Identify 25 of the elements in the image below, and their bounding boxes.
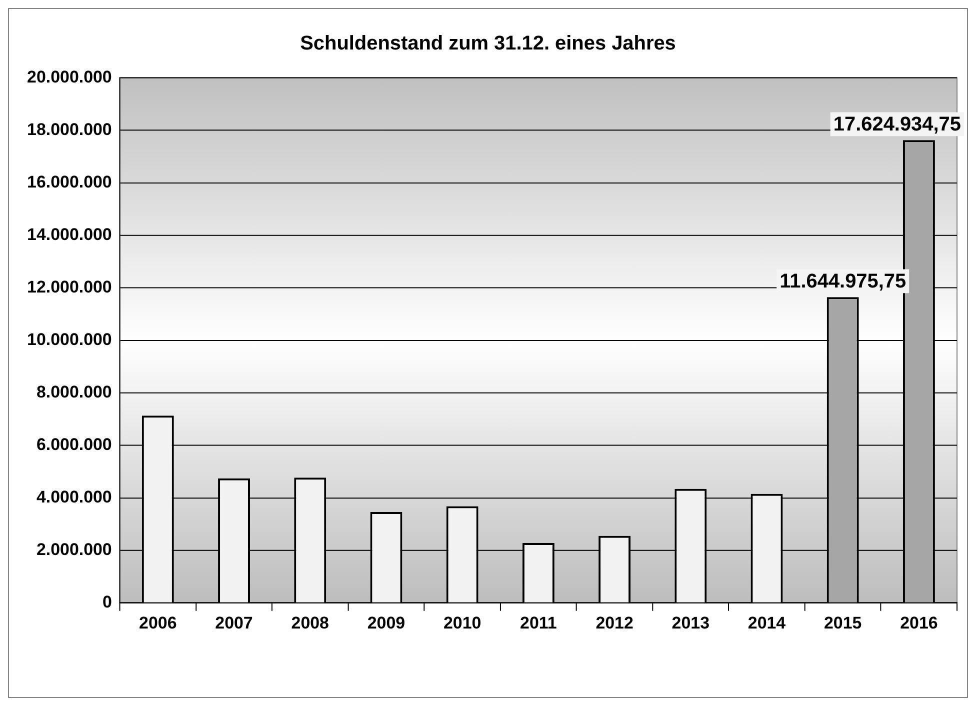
y-tick-label: 2.000.000 — [36, 540, 112, 560]
y-tick-label: 4.000.000 — [36, 488, 112, 507]
y-tick-label: 20.000.000 — [27, 67, 112, 86]
x-tick-label: 2008 — [291, 614, 329, 633]
y-tick-label: 14.000.000 — [27, 225, 112, 244]
x-tick-label: 2010 — [443, 614, 482, 633]
x-tick-label: 2016 — [900, 614, 938, 633]
y-tick-label: 0 — [102, 592, 112, 612]
data-label: 11.644.975,75 — [780, 270, 906, 293]
x-tick-label: 2011 — [520, 614, 557, 633]
y-tick-label: 8.000.000 — [36, 382, 112, 402]
y-tick-label: 16.000.000 — [27, 172, 112, 192]
x-tick-label: 2013 — [672, 614, 710, 633]
chart-title: Schuldenstand zum 31.12. eines Jahres — [300, 32, 676, 54]
y-tick-label: 6.000.000 — [36, 435, 112, 454]
x-tick-label: 2007 — [215, 614, 253, 633]
y-tick-label: 12.000.000 — [27, 278, 112, 296]
x-tick-label: 2014 — [748, 614, 786, 633]
x-tick-label: 2012 — [596, 614, 634, 633]
data-label: 17.624.934,75 — [833, 114, 961, 136]
x-tick-label: 2006 — [139, 614, 177, 633]
x-tick-label: 2009 — [367, 614, 406, 633]
x-tick-label: 2015 — [824, 614, 862, 633]
y-tick-label: 18.000.000 — [27, 120, 112, 139]
y-tick-label: 10.000.000 — [27, 330, 112, 350]
